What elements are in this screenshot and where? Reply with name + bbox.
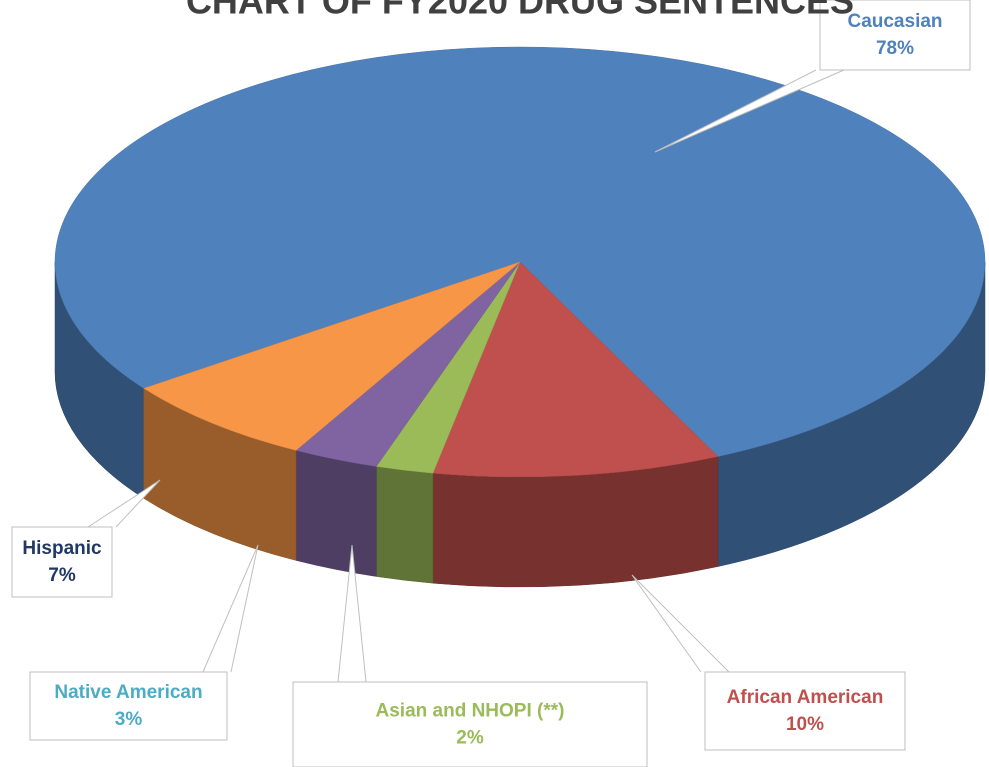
slice-side xyxy=(376,466,434,584)
data-label-name: Asian and NHOPI (**) xyxy=(376,701,565,722)
leader-line xyxy=(87,479,161,528)
chart-title: CHART OF FY2020 DRUG SENTENCES xyxy=(186,0,854,22)
slice xyxy=(143,261,521,451)
data-label-value: 78% xyxy=(876,38,914,59)
slice-side xyxy=(295,450,377,577)
data-label-name: Hispanic xyxy=(22,538,102,559)
data-label-value: 7% xyxy=(48,565,76,586)
data-label-value: 3% xyxy=(115,709,143,730)
leader-line xyxy=(202,544,259,673)
data-label-name: Caucasian xyxy=(847,11,942,32)
data-label-value: 2% xyxy=(456,728,484,749)
leader-line xyxy=(631,574,730,673)
label-box xyxy=(819,0,971,71)
leader-line xyxy=(337,544,367,683)
leader-line xyxy=(654,69,845,153)
label-box xyxy=(292,681,648,767)
slice xyxy=(54,46,986,457)
label-box xyxy=(704,671,906,751)
label-box xyxy=(29,671,228,741)
data-label-value: 10% xyxy=(786,714,824,735)
label-box xyxy=(11,526,113,598)
slice xyxy=(432,261,719,478)
data-label-name: African American xyxy=(727,687,884,708)
data-label-name: Native American xyxy=(54,682,202,703)
